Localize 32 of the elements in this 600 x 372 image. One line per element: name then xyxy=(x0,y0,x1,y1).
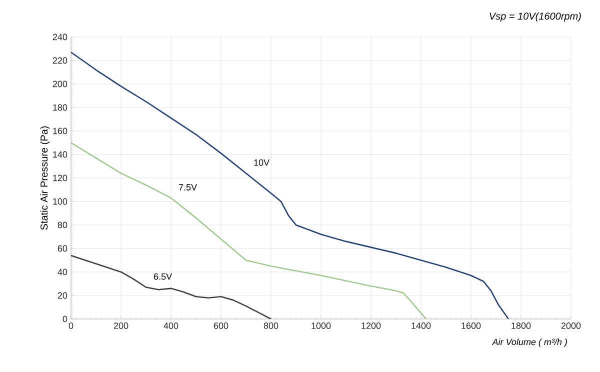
y-tick-label: 100 xyxy=(53,198,68,205)
series-label: 10V xyxy=(254,159,270,166)
y-tick-label: 160 xyxy=(53,128,68,134)
y-tick-label: 80 xyxy=(58,222,68,228)
y-tick-label: 220 xyxy=(52,57,68,64)
y-tick-label: 20 xyxy=(58,292,68,299)
x-tick-label: 1000 xyxy=(312,322,331,329)
y-axis-title: Static Air Pressure (Pa) xyxy=(40,126,50,230)
line-series xyxy=(71,254,272,319)
y-tick-label: 140 xyxy=(53,151,68,158)
x-axis-title: Air Volume ( m³/h ) xyxy=(492,338,567,347)
y-tick-label: 120 xyxy=(53,174,68,182)
x-tick-label: 0 xyxy=(68,322,74,329)
y-tick-label: 0 xyxy=(62,316,68,322)
x-tick-label: 400 xyxy=(164,322,178,329)
x-tick-label: 2000 xyxy=(561,322,581,329)
y-tick-label: 240 xyxy=(52,34,68,40)
y-tick-label: 60 xyxy=(58,245,68,252)
x-tick-label: 600 xyxy=(214,322,228,329)
y-tick-label: 180 xyxy=(53,104,68,111)
series-label: 6.5V xyxy=(154,273,172,280)
x-tick-label: 1200 xyxy=(362,322,381,329)
x-tick-label: 1600 xyxy=(462,322,481,329)
x-tick-label: 800 xyxy=(264,322,278,329)
x-tick-label: 200 xyxy=(114,322,128,329)
y-tick-label: 40 xyxy=(58,268,68,276)
series-label: 7.5V xyxy=(178,184,198,190)
y-tick-label: 200 xyxy=(52,80,68,88)
chart-subtitle: Vsp = 10V(1600rpm) xyxy=(490,12,581,22)
x-tick-label: 1400 xyxy=(412,322,431,329)
x-tick-label: 1800 xyxy=(512,322,531,329)
line-series xyxy=(71,52,510,319)
